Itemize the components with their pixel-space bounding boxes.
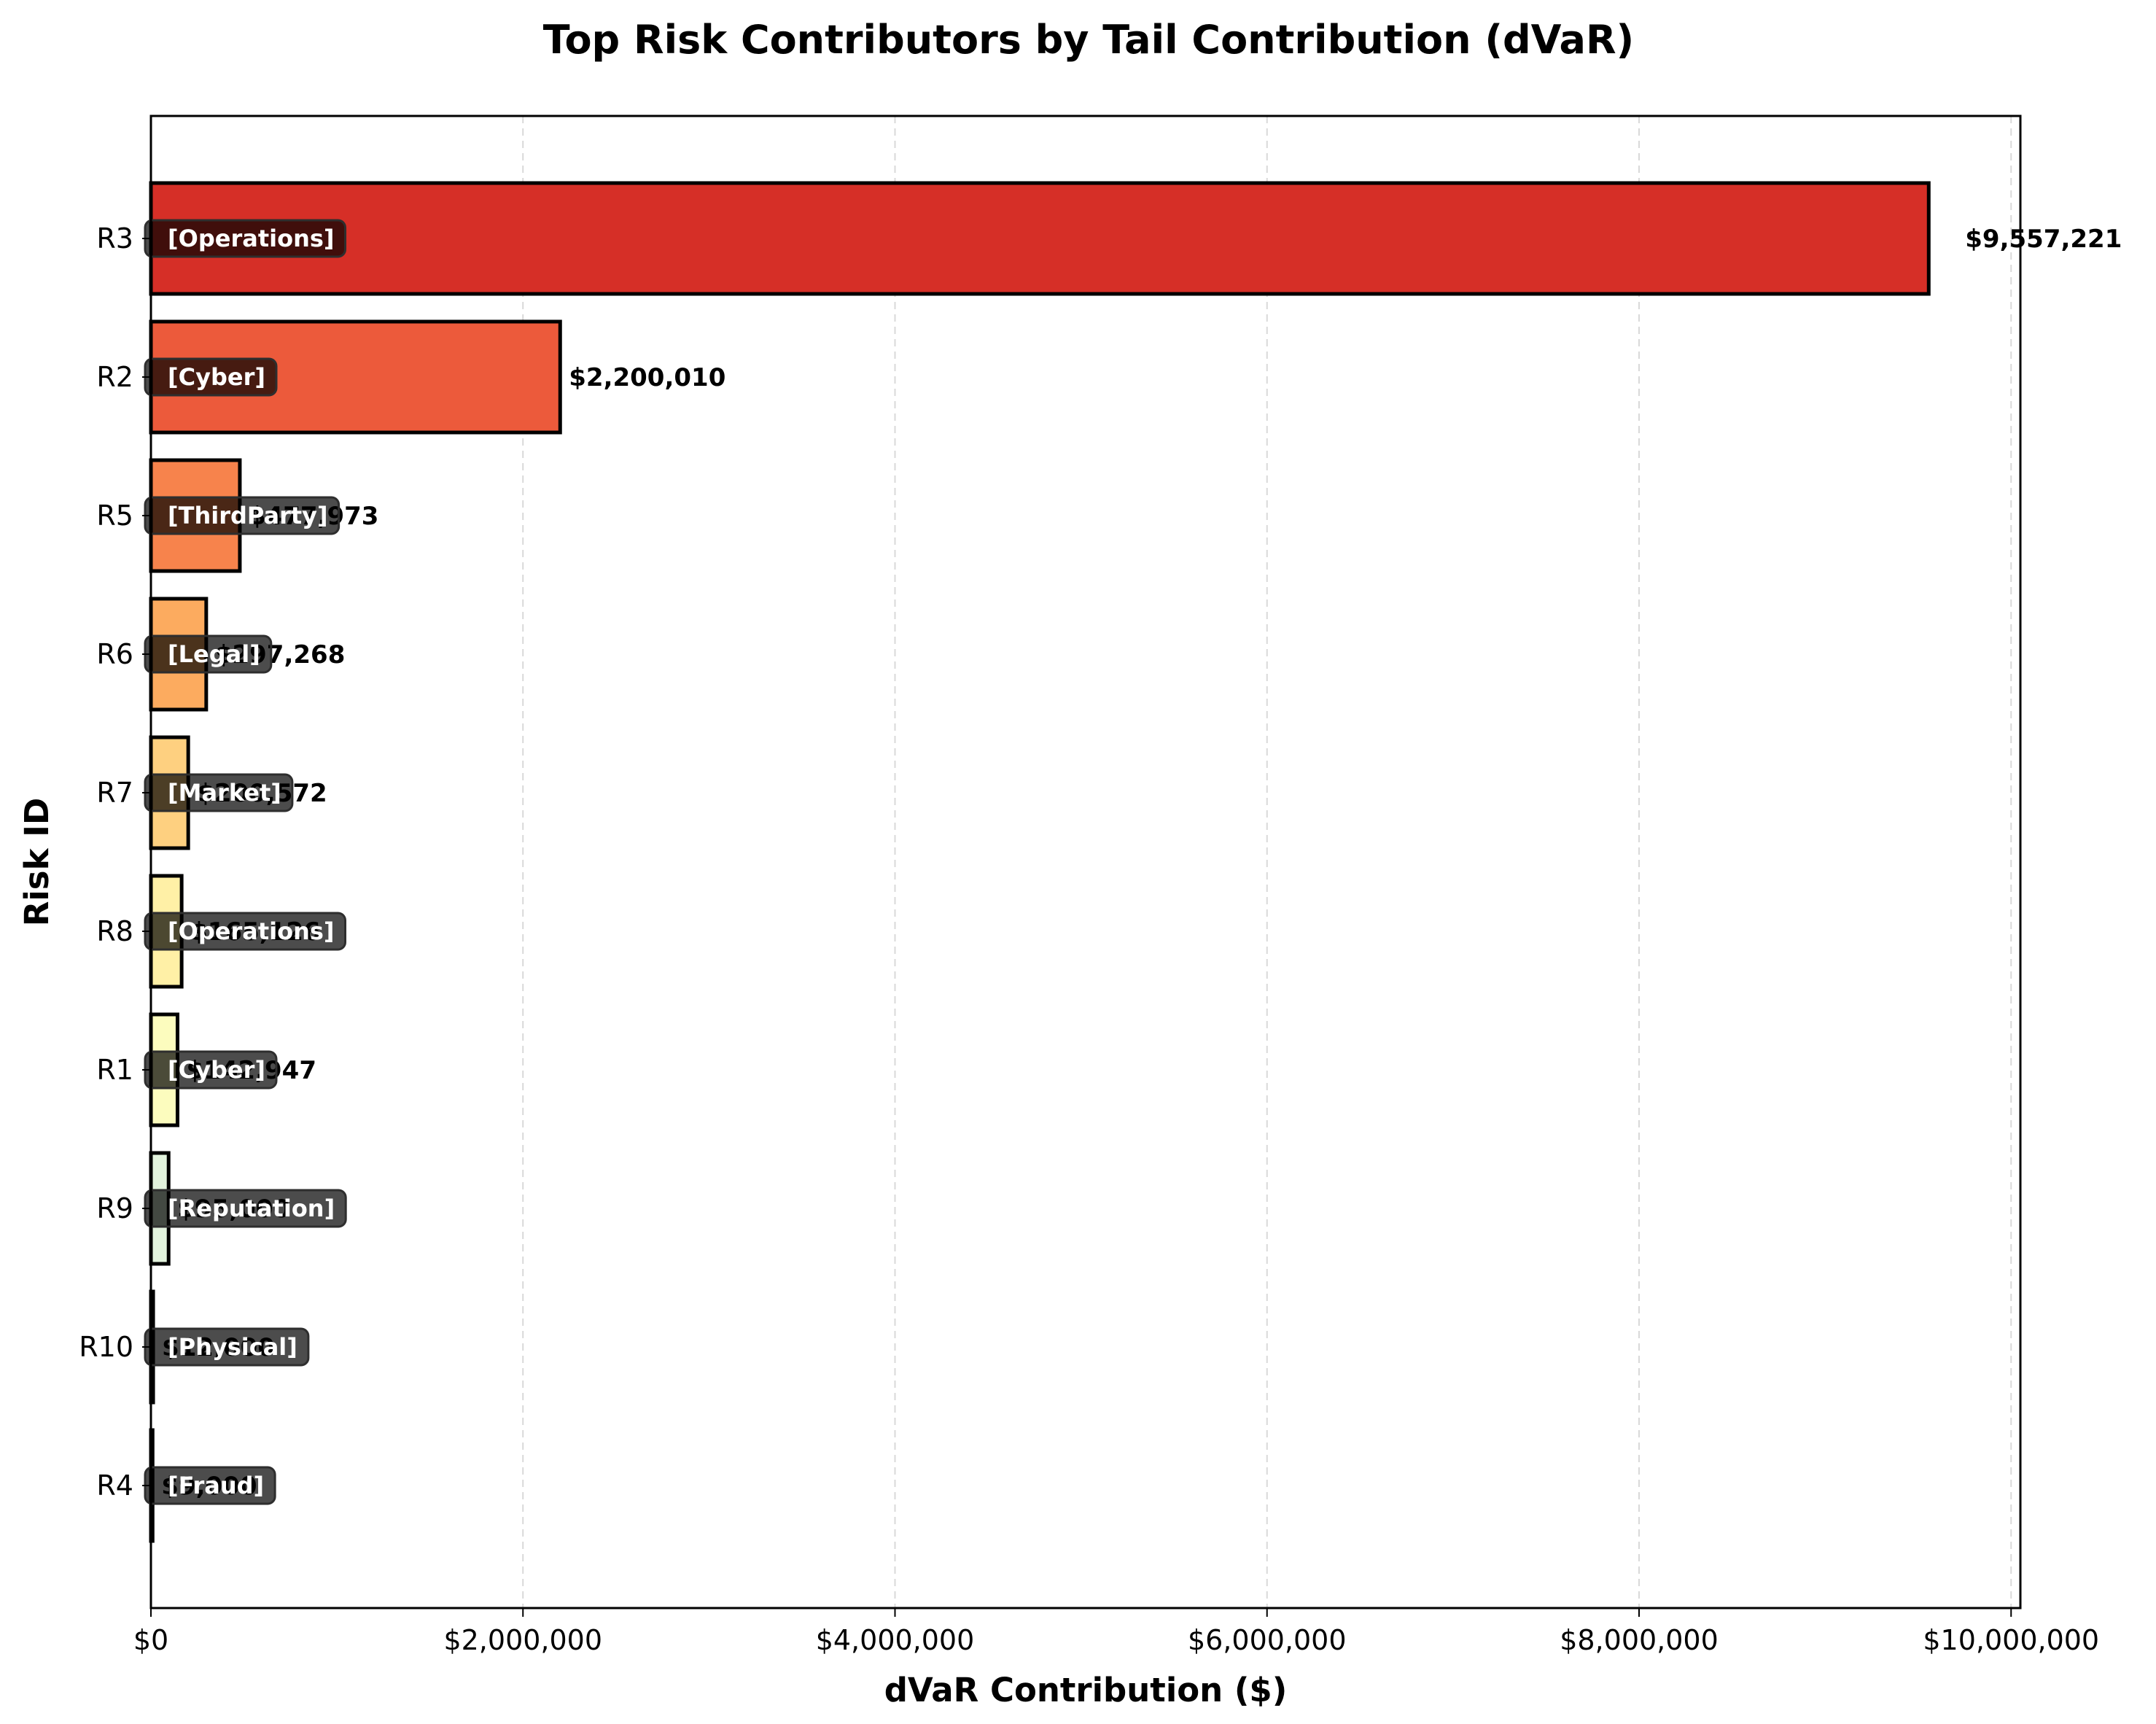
value-label: $9,557,221 — [1965, 225, 2122, 254]
plot-frame — [149, 114, 2022, 1610]
category-tag-text: [Operations] — [168, 225, 335, 252]
category-tag: [Cyber] — [144, 1050, 278, 1090]
chart-title: Top Risk Contributors by Tail Contributi… — [543, 17, 1634, 63]
category-tag-text: [Physical] — [168, 1333, 297, 1361]
y-tick-label: R3 — [96, 222, 133, 255]
category-tag-text: [Cyber] — [168, 363, 265, 391]
bar — [149, 181, 1931, 296]
category-tag-text: [Cyber] — [168, 1056, 265, 1084]
y-tick-label: R6 — [96, 638, 133, 670]
x-axis-label: dVaR Contribution ($) — [884, 1671, 1288, 1709]
y-tick-label: R7 — [96, 777, 133, 809]
category-tag: [Operations] — [144, 912, 347, 951]
category-tag: [Cyber] — [144, 357, 278, 397]
x-tick-label: $8,000,000 — [1560, 1624, 1719, 1656]
y-tick-label: R4 — [96, 1469, 133, 1502]
category-tag-text: [Operations] — [168, 917, 335, 945]
category-tag: [Reputation] — [144, 1189, 347, 1228]
category-tag: [Physical] — [144, 1327, 310, 1367]
x-tick-label: $4,000,000 — [816, 1624, 975, 1656]
category-tag-text: [Legal] — [168, 640, 260, 668]
y-tick-label: R9 — [96, 1192, 133, 1224]
value-label: $2,200,010 — [569, 363, 725, 392]
y-tick-label: R5 — [96, 500, 133, 532]
y-tick-label: R1 — [96, 1054, 133, 1086]
y-axis-label: Risk ID — [17, 798, 56, 927]
category-tag: [Operations] — [144, 219, 347, 258]
x-tick-label: $6,000,000 — [1188, 1624, 1347, 1656]
category-tag: [Legal] — [144, 634, 273, 674]
x-tick-label: $0 — [133, 1624, 168, 1656]
x-tick-label: $10,000,000 — [1923, 1624, 2099, 1656]
y-tick-label: R10 — [79, 1331, 133, 1363]
category-tag-text: [Reputation] — [168, 1195, 335, 1222]
category-tag: [Market] — [144, 773, 294, 812]
x-tick-label: $2,000,000 — [443, 1624, 602, 1656]
category-tag: [ThirdParty] — [144, 496, 340, 535]
category-tag: [Fraud] — [144, 1466, 276, 1505]
category-tag-text: [Market] — [168, 779, 281, 807]
category-tags: [Operations] [Cyber] [ThirdParty] [Legal] [M… — [144, 219, 347, 1505]
y-tick-label: R8 — [96, 915, 133, 947]
y-axis: R3 R2 R5 R6 R7 R8 R1 R9 R10 R4 — [79, 222, 151, 1502]
y-tick-label: R2 — [96, 361, 133, 393]
category-tag-text: [Fraud] — [168, 1472, 264, 1499]
category-tag-text: [ThirdParty] — [168, 502, 328, 529]
x-axis: $0 $2,000,000 $4,000,000 $6,000,000 $8,000,0… — [133, 1608, 2099, 1656]
